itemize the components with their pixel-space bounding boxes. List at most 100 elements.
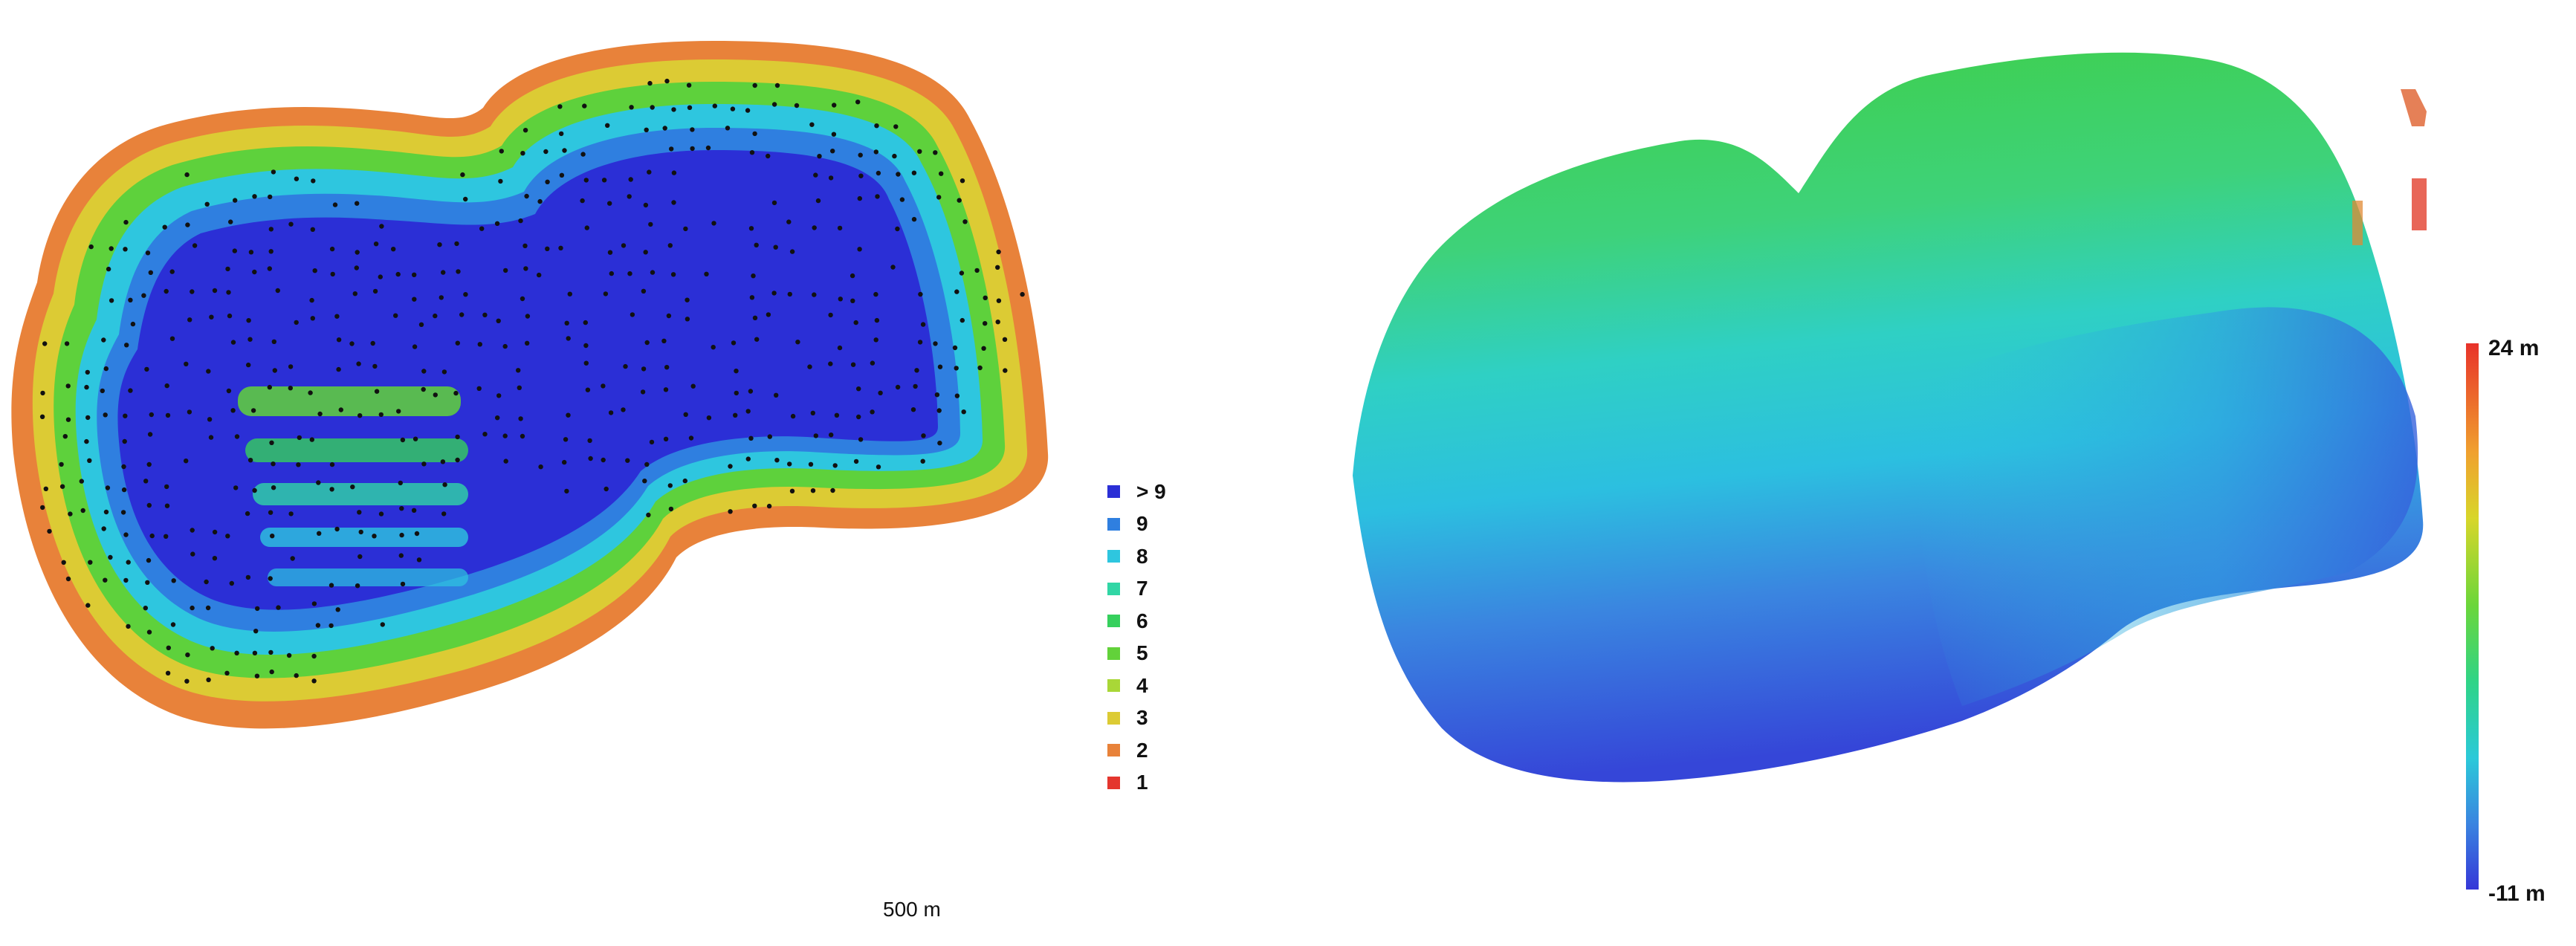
camera-position-dot: [349, 341, 355, 346]
camera-position-dot: [192, 243, 198, 248]
camera-position-dot: [463, 196, 468, 202]
camera-position-dot: [143, 479, 149, 484]
camera-position-dot: [268, 249, 274, 254]
camera-position-dot: [441, 270, 446, 275]
camera-position-dot: [583, 320, 588, 325]
camera-position-dot: [123, 532, 129, 537]
camera-position-dot: [209, 314, 214, 320]
camera-position-dot: [288, 511, 294, 516]
camera-position-dot: [123, 247, 128, 252]
camera-position-dot: [416, 557, 422, 563]
camera-position-dot: [752, 315, 758, 320]
camera-position-dot: [794, 103, 800, 108]
camera-position-dot: [896, 172, 901, 177]
legend-item: 8: [1107, 540, 1166, 573]
camera-position-dot: [267, 384, 272, 390]
camera-position-dot: [334, 314, 340, 319]
camera-position-dot: [208, 435, 214, 440]
camera-position-dot: [832, 103, 837, 108]
camera-position-dot: [837, 225, 843, 231]
camera-position-dot: [149, 412, 154, 418]
camera-position-dot: [233, 198, 238, 203]
legend-label: 9: [1136, 512, 1148, 536]
camera-position-dot: [268, 510, 274, 515]
legend-swatch: [1107, 776, 1120, 789]
camera-position-dot: [789, 249, 795, 254]
camera-position-dot: [1003, 368, 1008, 373]
camera-position-dot: [812, 292, 817, 297]
camera-position-dot: [751, 273, 756, 279]
camera-position-dot: [809, 122, 815, 127]
camera-position-dot: [661, 338, 667, 343]
camera-position-dot: [144, 366, 149, 372]
camera-position-dot: [411, 508, 417, 513]
camera-position-dot: [837, 345, 843, 351]
camera-position-dot: [623, 363, 628, 369]
camera-position-dot: [378, 274, 383, 279]
camera-position-dot: [918, 291, 923, 297]
camera-position-dot: [952, 345, 958, 351]
camera-position-dot: [564, 320, 569, 325]
camera-position-dot: [212, 288, 218, 294]
camera-position-dot: [690, 127, 695, 132]
camera-positions: [39, 78, 1025, 684]
camera-position-dot: [252, 269, 257, 275]
camera-position-dot: [954, 393, 960, 398]
camera-position-dot: [936, 408, 942, 413]
camera-position-dot: [356, 361, 361, 366]
camera-position-dot: [895, 384, 901, 390]
legend-swatch: [1107, 679, 1120, 693]
camera-position-dot: [276, 605, 281, 610]
dem-ridge-spot: [2412, 178, 2427, 230]
camera-position-dot: [644, 461, 650, 467]
camera-position-dot: [686, 82, 692, 88]
colorbar-max-label: 24 m: [2488, 336, 2540, 360]
camera-position-dot: [332, 202, 338, 207]
legend-label: 2: [1136, 738, 1148, 762]
camera-position-dot: [170, 622, 176, 627]
camera-position-dot: [873, 337, 878, 343]
camera-position-dot: [911, 170, 917, 175]
camera-position-dot: [583, 360, 589, 366]
camera-position-dot: [310, 316, 315, 321]
camera-position-dot: [523, 266, 528, 271]
camera-position-dot: [412, 436, 418, 441]
camera-position-dot: [503, 268, 508, 273]
camera-position-dot: [875, 194, 880, 199]
camera-position-dot: [47, 528, 52, 534]
camera-position-dot: [502, 433, 508, 438]
camera-position-dot: [309, 297, 314, 303]
camera-position-dot: [899, 197, 905, 202]
camera-position-dot: [855, 100, 861, 105]
camera-position-dot: [400, 437, 406, 443]
camera-position-dot: [269, 669, 274, 675]
camera-position-dot: [603, 486, 609, 492]
camera-position-dot: [164, 383, 169, 389]
camera-position-dot: [126, 623, 131, 629]
camera-position-dot: [357, 554, 363, 560]
camera-position-dot: [754, 337, 760, 342]
camera-position-dot: [601, 383, 606, 389]
camera-position-dot: [330, 271, 335, 277]
camera-position-dot: [625, 458, 630, 463]
camera-position-dot: [704, 271, 709, 276]
camera-position-dot: [433, 392, 438, 398]
camera-position-dot: [876, 170, 881, 176]
camera-position-dot: [378, 412, 384, 418]
camera-position-dot: [418, 322, 424, 327]
camera-position-dot: [502, 343, 508, 349]
camera-position-dot: [370, 340, 375, 346]
camera-position-dot: [771, 102, 777, 107]
camera-position-dot: [267, 266, 272, 271]
camera-position-dot: [190, 605, 195, 611]
camera-position-dot: [525, 340, 530, 346]
camera-position-dot: [226, 388, 232, 394]
camera-position-dot: [856, 386, 861, 392]
elevation-colorbar: [2466, 343, 2479, 890]
camera-position-dot: [983, 321, 988, 326]
camera-position-dot: [566, 412, 571, 418]
camera-position-dot: [456, 269, 461, 274]
camera-position-dot: [608, 410, 614, 415]
camera-position-dot: [184, 459, 189, 464]
camera-position-dot: [230, 340, 236, 345]
